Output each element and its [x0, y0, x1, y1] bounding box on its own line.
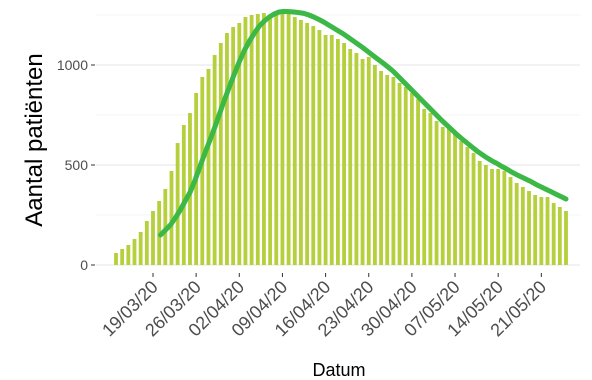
- bar: [342, 43, 346, 265]
- bar: [527, 191, 531, 265]
- bar: [533, 195, 538, 265]
- bar: [286, 14, 291, 265]
- bar: [206, 69, 211, 265]
- bar: [317, 30, 322, 265]
- trend-line: [158, 8, 569, 238]
- bar: [508, 177, 513, 265]
- bar: [280, 11, 285, 265]
- bar: [138, 232, 143, 265]
- y-tick-label: 500: [65, 157, 89, 173]
- bar: [471, 153, 476, 265]
- bar: [422, 109, 427, 265]
- bar: [564, 211, 568, 265]
- bar: [144, 221, 149, 265]
- bar: [169, 171, 174, 265]
- bar: [416, 99, 420, 265]
- bar: [477, 161, 482, 265]
- bar: [329, 35, 334, 265]
- trend-line-series: [158, 8, 569, 238]
- bar: [249, 15, 254, 265]
- bar: [225, 33, 229, 265]
- bar: [268, 15, 273, 265]
- bar: [502, 171, 507, 265]
- bar: [391, 77, 396, 265]
- bar: [292, 17, 297, 265]
- bar: [323, 35, 328, 265]
- bar: [514, 183, 519, 265]
- bar: [434, 121, 439, 265]
- bar: [366, 57, 371, 265]
- bar: [132, 239, 137, 265]
- bar: [496, 169, 501, 265]
- bar: [490, 169, 494, 265]
- bar: [336, 39, 340, 265]
- bar: [459, 141, 464, 265]
- bar: [446, 129, 451, 265]
- x-axis-title: Datum: [312, 360, 365, 380]
- bar: [299, 20, 303, 265]
- x-axis: 19/03/2026/03/2002/04/2009/04/2016/04/20…: [98, 273, 550, 340]
- bar: [120, 249, 125, 265]
- bar: [354, 53, 359, 265]
- y-axis-title: Aantal patiënten: [21, 53, 48, 226]
- bar: [545, 197, 550, 265]
- bar: [551, 203, 556, 265]
- bar: [409, 93, 414, 265]
- y-tick-label: 0: [80, 257, 88, 273]
- bar: [212, 55, 217, 265]
- bar: [403, 87, 408, 265]
- bar: [218, 43, 223, 265]
- bar: [520, 187, 525, 265]
- bar-series: [114, 11, 568, 265]
- bar: [200, 77, 205, 265]
- bar: [181, 125, 186, 265]
- bar: [483, 165, 488, 265]
- bar: [440, 127, 445, 265]
- y-tick-label: 1000: [57, 57, 88, 73]
- bar: [465, 147, 470, 265]
- bar: [428, 113, 433, 265]
- bar: [262, 13, 266, 265]
- bar: [114, 253, 118, 265]
- bar: [539, 197, 544, 265]
- bar: [379, 71, 383, 265]
- bar: [274, 12, 279, 265]
- y-axis: 0 500 1000: [57, 57, 95, 273]
- bar: [348, 49, 353, 265]
- bar: [385, 75, 390, 265]
- bar: [397, 83, 402, 265]
- bar: [243, 17, 248, 265]
- bar: [151, 211, 155, 265]
- bar: [360, 59, 365, 265]
- bar: [255, 14, 260, 265]
- bar: [237, 23, 242, 265]
- bar: [557, 207, 562, 265]
- bar: [311, 26, 316, 265]
- bar: [175, 143, 180, 265]
- bar: [231, 27, 236, 265]
- bar: [126, 245, 131, 265]
- bar: [453, 133, 457, 265]
- bar: [305, 23, 309, 265]
- bar: [372, 65, 377, 265]
